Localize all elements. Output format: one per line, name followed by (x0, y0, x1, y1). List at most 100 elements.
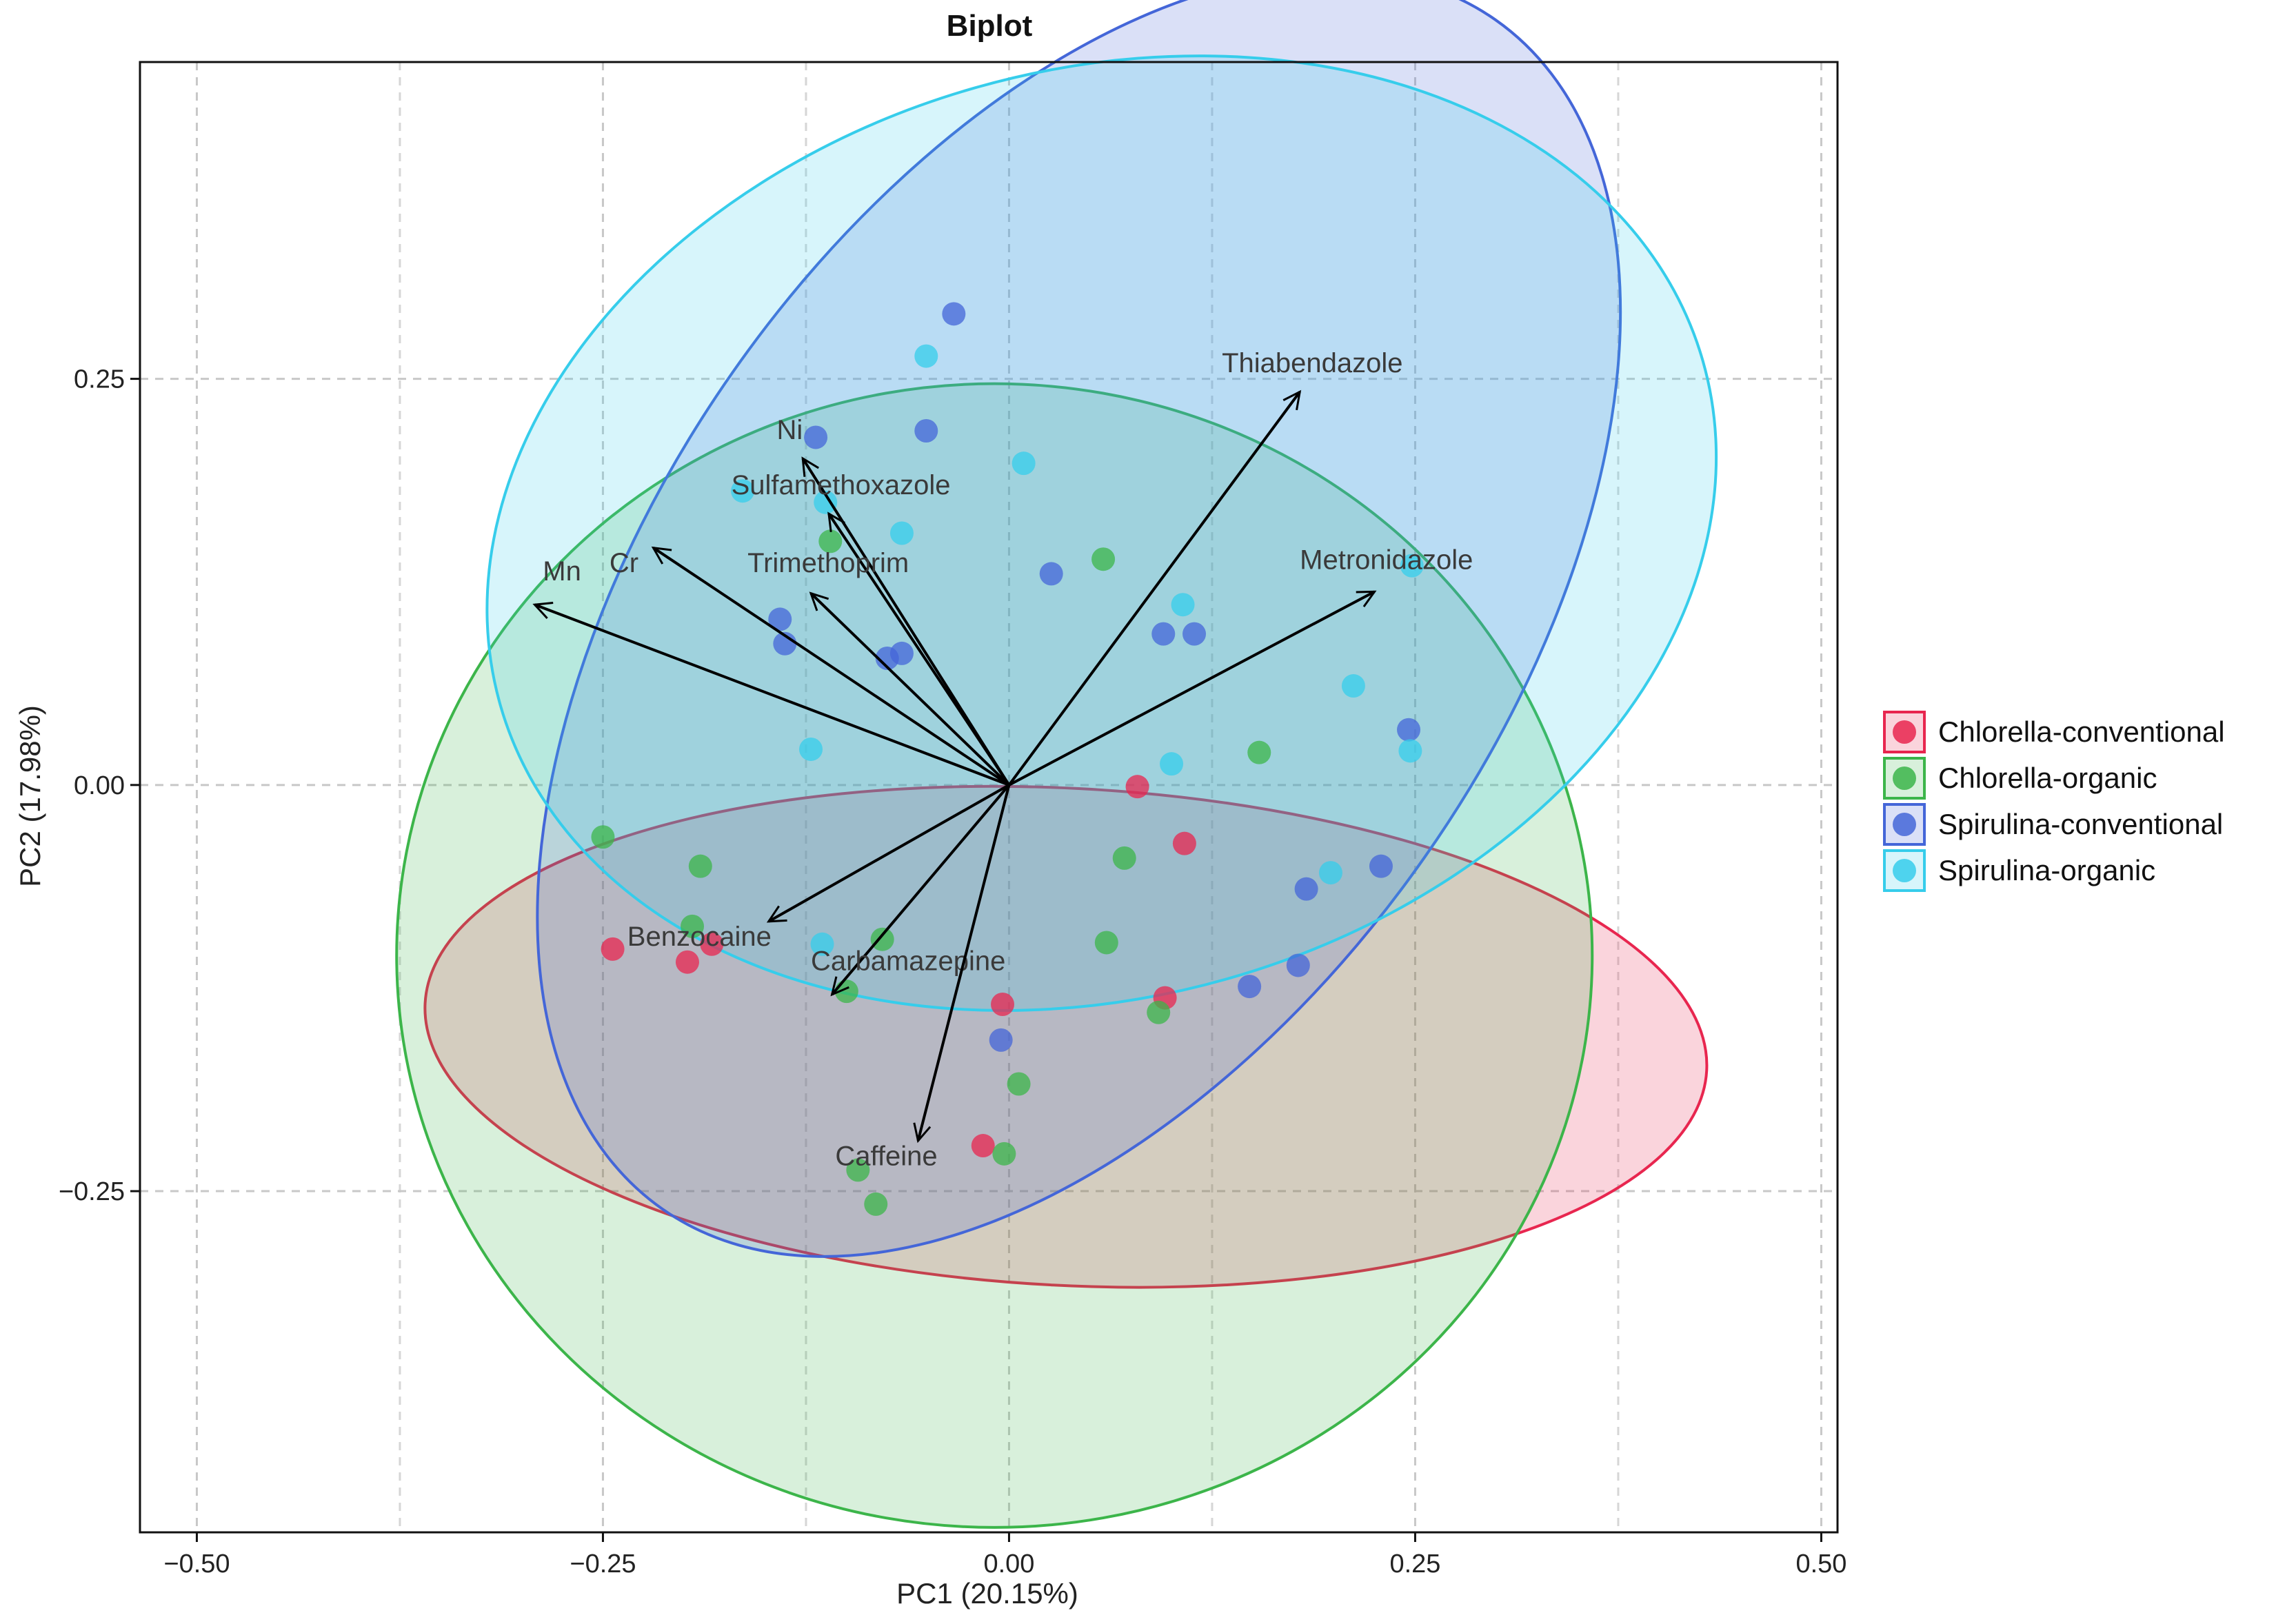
x-tick-label-4: 0.50 (1795, 1550, 1846, 1579)
legend-label-chlorella-conventional: Chlorella-conventional (1938, 715, 2225, 748)
point-chlorella-organic-1 (688, 854, 712, 878)
loading-arrow-carbamazepine (830, 784, 1010, 997)
y-tick-label-1: 0.00 (74, 771, 125, 800)
point-chlorella-organic-9 (1007, 1072, 1031, 1096)
legend-marker-chlorella-organic (1893, 767, 1916, 790)
point-spirulina-organic-9 (1341, 674, 1365, 698)
confidence-ellipses (395, 0, 1718, 1529)
point-spirulina-conventional-7 (1039, 562, 1063, 586)
point-spirulina-conventional-11 (1286, 953, 1310, 977)
point-spirulina-conventional-13 (1369, 854, 1393, 878)
point-spirulina-conventional-10 (1238, 975, 1262, 999)
point-spirulina-organic-1 (814, 490, 838, 514)
chart-title: Biplot (947, 9, 1033, 43)
ellipse-chlorella-organic (395, 382, 1594, 1529)
x-tick-label-2: 0.00 (983, 1550, 1034, 1579)
x-tick-label-0: −0.50 (163, 1550, 230, 1579)
legend-label-spirulina-organic: Spirulina-organic (1938, 854, 2155, 886)
loading-arrow-cr (651, 546, 1010, 786)
point-chlorella-organic-14 (1247, 740, 1271, 764)
point-chlorella-organic-7 (864, 1192, 888, 1216)
point-chlorella-conventional-6 (1172, 831, 1196, 855)
y-axis-label: PC2 (17.98%) (14, 705, 46, 887)
point-spirulina-organic-10 (1318, 861, 1342, 885)
x-axis-label: PC1 (20.15%) (896, 1577, 1078, 1610)
loading-arrow-benzocaine (766, 784, 1010, 923)
legend-key-chlorella-organic (1883, 757, 1926, 800)
point-chlorella-conventional-0 (601, 937, 625, 961)
loading-label-carbamazepine: Carbamazepine (811, 946, 1005, 977)
loading-label-caffeine: Caffeine (835, 1141, 937, 1171)
point-chlorella-conventional-1 (675, 950, 699, 974)
point-chlorella-organic-12 (1112, 846, 1136, 870)
point-spirulina-conventional-5 (914, 419, 938, 443)
point-spirulina-organic-11 (1400, 554, 1424, 578)
loading-arrow-thiabendazole (1007, 389, 1302, 786)
point-spirulina-conventional-6 (942, 302, 966, 326)
legend-label-chlorella-organic: Chlorella-organic (1938, 762, 2157, 794)
point-spirulina-conventional-8 (1151, 622, 1176, 646)
point-spirulina-conventional-0 (804, 425, 828, 449)
legend-label-spirulina-conventional: Spirulina-conventional (1938, 808, 2223, 840)
point-spirulina-conventional-15 (989, 1028, 1013, 1052)
point-chlorella-organic-4 (834, 980, 858, 1004)
x-tick-label-3: 0.25 (1389, 1550, 1440, 1579)
point-chlorella-conventional-4 (991, 993, 1015, 1017)
ellipse-chlorella-conventional (423, 784, 1709, 1289)
point-chlorella-organic-0 (591, 825, 615, 849)
point-chlorella-conventional-2 (700, 932, 724, 956)
y-tick-label-2: 0.25 (74, 365, 125, 394)
axis-ticks: −0.50 −0.25 0.00 0.25 0.50 −0.25 0.00 0.25 (59, 365, 1847, 1579)
point-spirulina-organic-6 (1011, 451, 1036, 476)
point-chlorella-organic-3 (818, 529, 843, 554)
loading-label-trimethoprim: Trimethoprim (747, 548, 909, 578)
loading-label-mn: Mn (543, 556, 581, 587)
point-spirulina-organic-12 (1398, 739, 1422, 763)
x-tick-label-1: −0.25 (570, 1550, 636, 1579)
point-chlorella-organic-6 (870, 927, 894, 951)
point-chlorella-conventional-5 (1125, 775, 1149, 799)
legend-marker-chlorella-conventional (1893, 720, 1916, 744)
ellipse-spirulina-conventional (536, 0, 1622, 1258)
y-tick-label-0: −0.25 (59, 1177, 125, 1206)
loading-label-ni: Ni (777, 415, 803, 445)
point-spirulina-organic-3 (810, 932, 834, 956)
legend-marker-spirulina-organic (1893, 859, 1916, 882)
loading-arrow-metronidazole (1008, 590, 1377, 786)
loading-arrow-trimethoprim (809, 591, 1010, 786)
loading-arrow-mn (532, 602, 1010, 786)
point-spirulina-organic-5 (914, 344, 938, 368)
loading-vectors: Ni Sulfamethoxazole Cr Mn Trimethoprim Thiabe… (532, 348, 1473, 1171)
point-chlorella-organic-5 (846, 1158, 870, 1182)
loading-label-cr: Cr (610, 548, 638, 578)
loading-arrow-sulfamethoxazole (827, 511, 1011, 786)
loading-arrow-caffeine (913, 784, 1011, 1144)
loading-label-benzocaine: Benzocaine (627, 922, 772, 952)
point-spirulina-conventional-12 (1294, 877, 1318, 901)
data-points (591, 302, 1424, 1216)
point-spirulina-organic-7 (1171, 593, 1195, 617)
point-spirulina-organic-8 (1160, 752, 1184, 776)
legend: Chlorella-conventional Chlorella-organic S… (1883, 711, 2225, 892)
point-spirulina-organic-0 (731, 479, 755, 503)
point-spirulina-conventional-9 (1182, 622, 1207, 646)
point-spirulina-organic-2 (799, 737, 823, 761)
point-chlorella-organic-2 (681, 914, 705, 938)
point-chlorella-organic-13 (1147, 1000, 1171, 1024)
point-chlorella-organic-11 (1094, 931, 1118, 955)
point-spirulina-organic-4 (889, 521, 914, 545)
point-spirulina-conventional-1 (768, 607, 792, 631)
point-spirulina-conventional-4 (889, 641, 914, 665)
loading-label-thiabendazole: Thiabendazole (1222, 348, 1402, 378)
plot-frame (139, 61, 1839, 1534)
point-spirulina-conventional-14 (1397, 718, 1421, 742)
loading-label-sulfamethoxazole: Sulfamethoxazole (732, 470, 951, 500)
ellipse-spirulina-organic (485, 54, 1718, 1012)
point-chlorella-conventional-3 (971, 1134, 995, 1158)
point-chlorella-organic-8 (992, 1141, 1016, 1166)
point-chlorella-organic-10 (1091, 547, 1116, 571)
legend-marker-spirulina-conventional (1893, 813, 1916, 836)
loading-label-metronidazole: Metronidazole (1300, 545, 1473, 575)
